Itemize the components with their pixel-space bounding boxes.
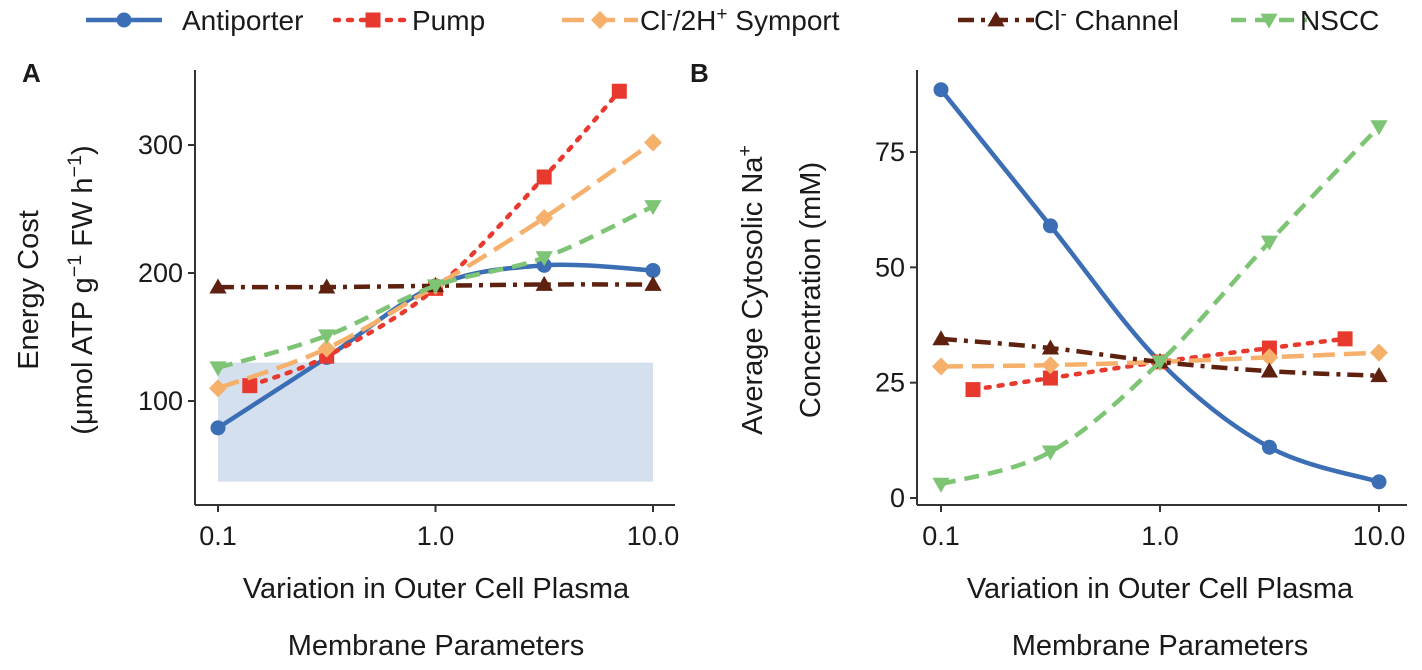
x-tick-label: 1.0 [417,521,455,551]
data-point [1041,445,1060,461]
data-point [535,208,554,227]
legend-item-nscc: NSCC [1231,5,1379,36]
y-tick-label: 25 [875,368,905,398]
legend-marker [116,12,132,28]
series-line [247,88,622,388]
data-point [1337,331,1353,347]
data-point [1261,340,1277,356]
y-tick-label: 0 [890,483,905,513]
series-line [970,336,1348,392]
legend-marker [1260,13,1278,29]
y-axis-title-line-2: Concentration (mM) [795,162,827,418]
series-line [217,204,654,370]
data-point [644,200,662,216]
y-tick-label: 75 [875,137,905,167]
legend-label: NSCC [1300,5,1379,36]
data-point [644,275,662,291]
series-antiporter [933,82,1387,490]
x-tick-label: 10.0 [1353,521,1406,551]
data-point [1042,218,1058,234]
series-line [940,125,1381,487]
x-tick-label: 10.0 [627,521,680,551]
x-axis-title-line-1: Variation in Outer Cell Plasma [243,573,630,605]
panel-letter: A [22,58,41,88]
legend-item-cl-channel: Cl- Channel [958,4,1179,37]
data-point [317,339,336,358]
legend-item-cl-2h-symport: Cl-/2H+ Symport [562,4,840,37]
series-line [939,88,1380,485]
y-tick-label: 50 [875,252,905,282]
legend-item-pump: Pump [332,5,485,36]
series-nscc [209,200,662,377]
data-point [1260,235,1279,251]
legend-item-antiporter: Antiporter [86,5,303,36]
y-axis-title-line-2: (μmol ATP g−1 FW h−1) [64,145,99,434]
data-point [1371,474,1387,490]
data-point [1042,370,1058,386]
shaded-region [218,362,653,482]
data-point [1151,355,1169,371]
data-point [1261,439,1277,455]
x-axis-title-line-2: Membrane Parameters [288,630,585,662]
data-point [933,82,949,98]
data-point [318,329,336,345]
x-axis-title-line-2: Membrane Parameters [1012,630,1309,662]
y-tick-label: 300 [138,130,183,160]
legend-marker [365,12,381,28]
data-point [242,378,258,394]
data-point [209,361,227,377]
data-point [932,330,950,346]
data-point [932,477,950,493]
data-point [1041,356,1060,375]
x-tick-label: 1.0 [1141,521,1179,551]
data-point [1370,367,1388,383]
data-point [1260,348,1279,367]
data-point [535,275,553,291]
x-tick-label: 0.1 [922,521,960,551]
data-point [1260,362,1279,378]
data-point [426,279,445,295]
data-point [645,262,661,278]
panel-letter: B [690,58,709,88]
panel-b: 0 25 50 75 0.1 1.0 10.0 Variation in Outer Cell… [690,58,1407,662]
series-nscc [932,120,1388,493]
legend-label: Antiporter [182,5,303,36]
data-point [932,357,950,376]
data-point [1370,120,1388,136]
legend-label: Cl-/2H+ Symport [640,4,840,37]
data-point [209,278,227,294]
x-tick-label: 0.1 [199,521,237,551]
y-tick-label: 100 [138,386,183,416]
legend-marker [591,11,609,29]
series-line [217,140,655,391]
data-point [318,278,336,294]
y-axis-title-line-1: Average Cytosolic Na+ [734,145,769,435]
data-point [1041,339,1060,355]
legend: Antiporter Pump Cl-/2H+ Symport Cl- Channel… [86,4,1379,37]
data-point [1370,343,1388,362]
data-point [209,379,227,398]
legend-label: Cl- Channel [1034,4,1179,37]
panel-a: 100 200 300 0.1 1.0 10.0 Variation in Outer Ce… [13,58,679,662]
legend-marker [987,11,1005,27]
data-point [644,133,662,152]
series-line [940,336,1380,378]
y-tick-label: 200 [138,258,183,288]
data-point [965,382,981,398]
y-axis-title-line-1: Energy Cost [13,210,45,370]
data-point [535,251,553,267]
data-point [536,169,552,185]
legend-label: Pump [412,5,485,36]
data-point [611,83,627,99]
x-axis-title-line-1: Variation in Outer Cell Plasma [967,573,1354,605]
data-point [210,420,226,436]
